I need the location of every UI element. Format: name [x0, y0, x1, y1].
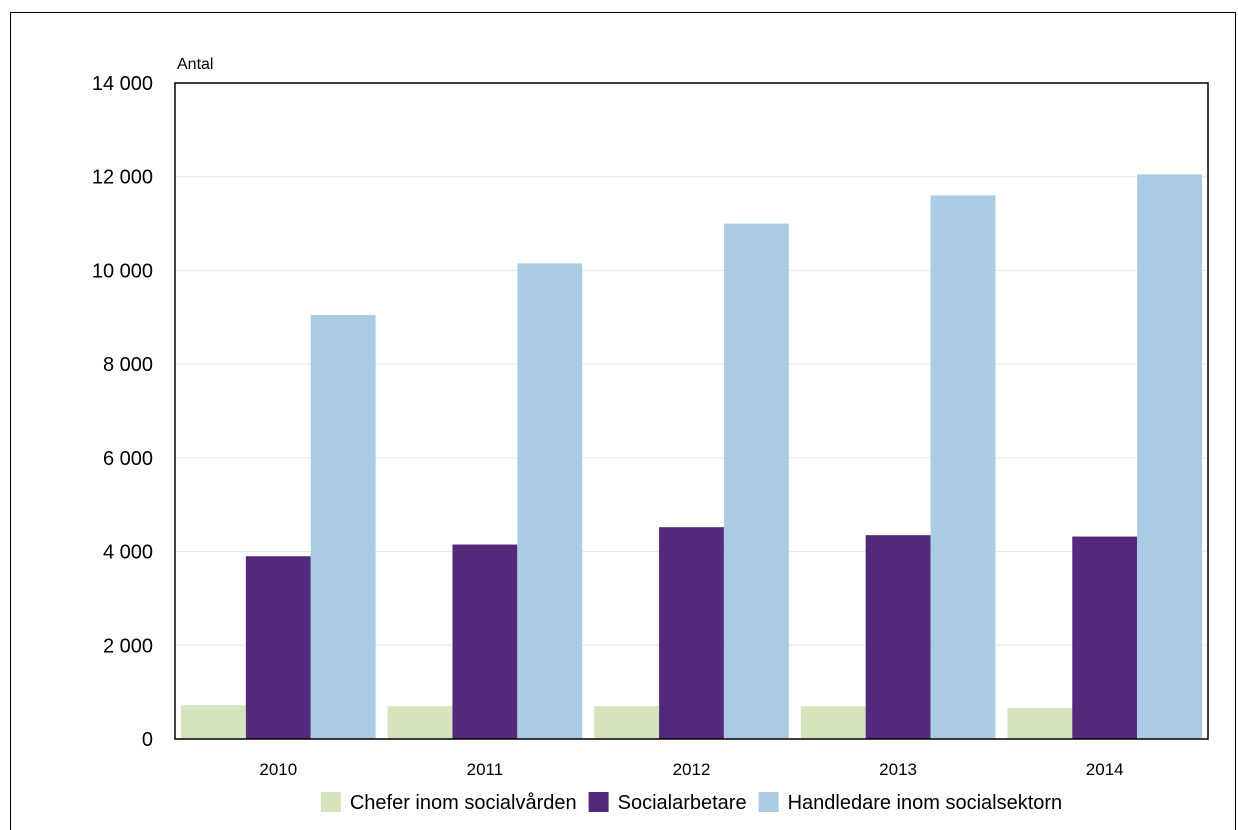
- x-tick-label: 2010: [259, 760, 297, 779]
- bars: [181, 174, 1202, 740]
- bar-2014-series-2: [1137, 174, 1202, 739]
- chart-frame: [10, 12, 1236, 830]
- y-tick-label: 2 000: [103, 635, 153, 657]
- bar-2013-series-0: [800, 706, 866, 739]
- bar-2013-series-2: [930, 195, 996, 739]
- bar-2014-series-1: [1072, 536, 1138, 739]
- y-tick-label: 4 000: [103, 542, 153, 564]
- bar-2011-series-1: [452, 544, 518, 739]
- legend-item: Handledare inom socialsektorn: [758, 792, 1063, 814]
- legend-swatch: [320, 792, 341, 812]
- legend-item: Socialarbetare: [588, 792, 747, 814]
- bar-2010-series-0: [181, 705, 246, 739]
- y-tick-label: 8 000: [103, 354, 153, 376]
- bar-2012-series-1: [659, 527, 724, 739]
- y-axis-label: Antal: [177, 56, 213, 73]
- y-tick-label: 0: [142, 729, 153, 751]
- legend: Chefer inom socialvården Socialarbetare Ha…: [320, 792, 1063, 814]
- y-tick-label: 6 000: [103, 448, 153, 470]
- bar-2013-series-1: [865, 535, 931, 739]
- legend-label: Socialarbetare: [618, 792, 747, 814]
- legend-label: Chefer inom socialvården: [350, 792, 577, 814]
- bar-2012-series-0: [594, 706, 660, 739]
- bar-2010-series-2: [310, 314, 376, 739]
- x-tick-label: 2013: [879, 760, 917, 779]
- bar-2012-series-2: [723, 223, 789, 740]
- y-tick-label: 12 000: [92, 167, 153, 189]
- legend-swatch: [758, 792, 779, 812]
- x-axis-ticks: 2010 2011 2012 2013 2014: [259, 760, 1123, 779]
- y-tick-label: 14 000: [92, 73, 153, 95]
- bar-2014-series-0: [1007, 708, 1073, 739]
- bar-2011-series-0: [387, 706, 453, 739]
- bar-2010-series-1: [245, 556, 311, 739]
- legend-label: Handledare inom socialsektorn: [788, 792, 1063, 814]
- y-axis-ticks: 0 2 000 4 000 6 000 8 000 10 000 12 000 14 000: [92, 73, 153, 751]
- plot-area-border: [174, 82, 1209, 740]
- x-tick-label: 2014: [1086, 760, 1124, 779]
- legend-swatch: [588, 792, 609, 812]
- bar-2011-series-2: [517, 263, 583, 739]
- legend-item: Chefer inom socialvården: [320, 792, 577, 814]
- y-tick-label: 10 000: [92, 260, 153, 282]
- x-tick-label: 2011: [467, 760, 504, 779]
- x-tick-label: 2012: [673, 760, 711, 779]
